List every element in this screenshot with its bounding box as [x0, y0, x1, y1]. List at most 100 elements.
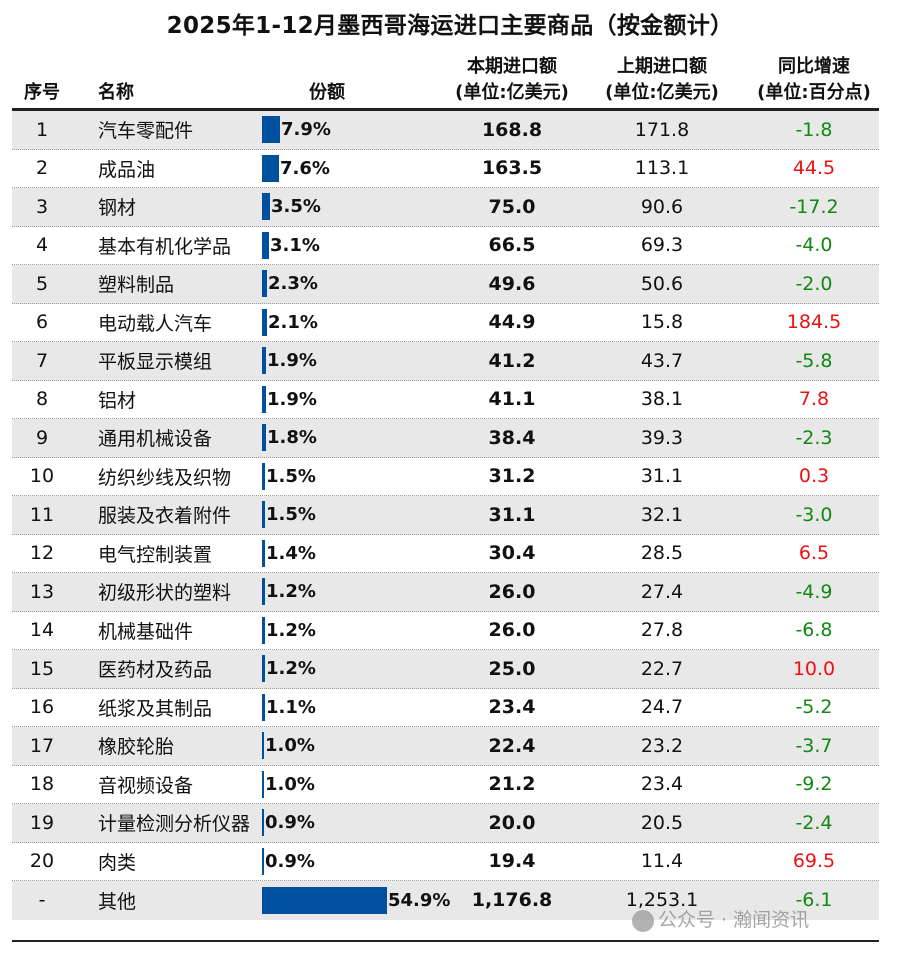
header-share: 份额 — [262, 48, 392, 106]
table-row: 1 汽车零配件 7.9% 168.8 171.8 -1.8 — [12, 111, 879, 150]
row-name: 纺织纱线及织物 — [98, 466, 232, 489]
share-label: 7.6% — [280, 157, 330, 179]
row-previous-value: 23.2 — [640, 734, 684, 757]
row-current-value: 30.4 — [488, 542, 536, 565]
row-current-value: 26.0 — [488, 619, 536, 642]
row-current-value: 21.2 — [488, 773, 536, 796]
header-previous: 上期进口额 (单位:亿美元) — [592, 48, 732, 106]
row-yoy-value: -1.8 — [795, 118, 833, 141]
header-yoy-line2: (单位:百分点) — [757, 82, 871, 103]
row-current-value: 163.5 — [481, 157, 543, 180]
row-share: 1.0% — [262, 766, 462, 804]
row-name: 平板显示模组 — [98, 351, 213, 374]
row-current-value: 26.0 — [488, 580, 536, 603]
row-share: 1.0% — [262, 727, 462, 765]
row-previous-value: 43.7 — [640, 349, 684, 372]
share-label: 1.0% — [265, 735, 315, 757]
row-share: 1.5% — [262, 496, 462, 534]
row-index: 2 — [35, 157, 49, 180]
row-current-value: 44.9 — [488, 311, 536, 334]
share-bar — [262, 424, 266, 452]
table-row: 4 基本有机化学品 3.1% 66.5 69.3 -4.0 — [12, 227, 879, 265]
row-current-value: 1,176.8 — [471, 889, 553, 912]
data-table: 1 汽车零配件 7.9% 168.8 171.8 -1.8 2 成品油 7.6% 163.5 113… — [12, 111, 879, 920]
row-index: 20 — [29, 850, 55, 873]
share-bar — [262, 616, 265, 644]
row-index: 10 — [29, 465, 55, 488]
share-bar — [262, 886, 387, 914]
row-current-value: 20.0 — [488, 811, 536, 834]
row-share: 2.1% — [262, 304, 462, 342]
table-row: 20 肉类 0.9% 19.4 11.4 69.5 — [12, 843, 879, 881]
row-index: 16 — [29, 696, 55, 719]
row-yoy-value: 184.5 — [786, 311, 842, 334]
row-yoy-value: -2.4 — [795, 811, 833, 834]
table-row: 3 钢材 3.5% 75.0 90.6 -17.2 — [12, 188, 879, 227]
watermark-text: 公众号 · 瀚闻资讯 — [658, 909, 810, 931]
row-yoy-value: -2.0 — [795, 272, 833, 295]
table-row: 14 机械基础件 1.2% 26.0 27.8 -6.8 — [12, 612, 879, 650]
share-label: 0.9% — [265, 850, 315, 872]
header-index-label: 序号 — [24, 82, 60, 103]
row-share: 3.1% — [262, 227, 462, 265]
row-current-value: 38.4 — [488, 426, 536, 449]
row-previous-value: 113.1 — [634, 157, 690, 180]
row-yoy-value: -2.3 — [795, 426, 833, 449]
row-share: 7.6% — [262, 150, 462, 188]
share-label: 54.9% — [388, 889, 451, 911]
row-yoy-value: -4.0 — [795, 234, 833, 257]
share-label: 3.1% — [270, 234, 320, 256]
row-index: 17 — [29, 734, 55, 757]
row-share: 7.9% — [262, 111, 462, 149]
row-index: 3 — [35, 195, 49, 218]
row-name: 肉类 — [98, 851, 137, 874]
header-share-label: 份额 — [309, 82, 345, 103]
row-previous-value: 1,253.1 — [625, 889, 699, 912]
row-previous-value: 39.3 — [640, 426, 684, 449]
row-previous-value: 15.8 — [640, 311, 684, 334]
row-previous-value: 31.1 — [640, 465, 684, 488]
row-previous-value: 90.6 — [640, 195, 684, 218]
row-index: 12 — [29, 542, 55, 565]
header-yoy: 同比增速 (单位:百分点) — [744, 48, 884, 106]
row-index: 4 — [35, 234, 49, 257]
row-name: 橡胶轮胎 — [98, 736, 175, 759]
share-bar — [262, 116, 280, 144]
row-share: 1.8% — [262, 419, 462, 457]
row-yoy-value: -6.8 — [795, 619, 833, 642]
row-current-value: 75.0 — [488, 195, 536, 218]
table-row: 12 电气控制装置 1.4% 30.4 28.5 6.5 — [12, 535, 879, 573]
row-index: 7 — [35, 349, 49, 372]
table-row: 18 音视频设备 1.0% 21.2 23.4 -9.2 — [12, 766, 879, 804]
row-name: 机械基础件 — [98, 620, 194, 643]
row-current-value: 19.4 — [488, 850, 536, 873]
share-bar — [262, 732, 264, 760]
share-label: 1.1% — [266, 696, 316, 718]
row-index: 1 — [35, 118, 49, 141]
row-yoy-value: 69.5 — [792, 850, 836, 873]
row-name: 医药材及药品 — [98, 659, 213, 682]
row-yoy-value: -3.7 — [795, 734, 833, 757]
row-current-value: 168.8 — [481, 118, 543, 141]
row-current-value: 66.5 — [488, 234, 536, 257]
header-name: 名称 — [98, 48, 218, 106]
table-row: 9 通用机械设备 1.8% 38.4 39.3 -2.3 — [12, 419, 879, 458]
table-row: 5 塑料制品 2.3% 49.6 50.6 -2.0 — [12, 265, 879, 304]
row-index: 11 — [29, 503, 55, 526]
row-index: 9 — [35, 426, 49, 449]
row-index: 14 — [29, 619, 55, 642]
row-name: 电动载人汽车 — [98, 312, 213, 335]
table-row: 8 铝材 1.9% 41.1 38.1 7.8 — [12, 381, 879, 419]
row-share: 1.4% — [262, 535, 462, 573]
table-row: 17 橡胶轮胎 1.0% 22.4 23.2 -3.7 — [12, 727, 879, 766]
row-current-value: 49.6 — [488, 272, 536, 295]
table-row: 10 纺织纱线及织物 1.5% 31.2 31.1 0.3 — [12, 458, 879, 496]
row-yoy-value: -4.9 — [795, 580, 833, 603]
row-current-value: 25.0 — [488, 657, 536, 680]
row-current-value: 23.4 — [488, 696, 536, 719]
row-current-value: 31.2 — [488, 465, 536, 488]
row-name: 钢材 — [98, 197, 137, 220]
share-label: 1.9% — [267, 350, 317, 372]
row-share: 54.9% — [262, 881, 462, 920]
share-bar — [262, 308, 267, 336]
